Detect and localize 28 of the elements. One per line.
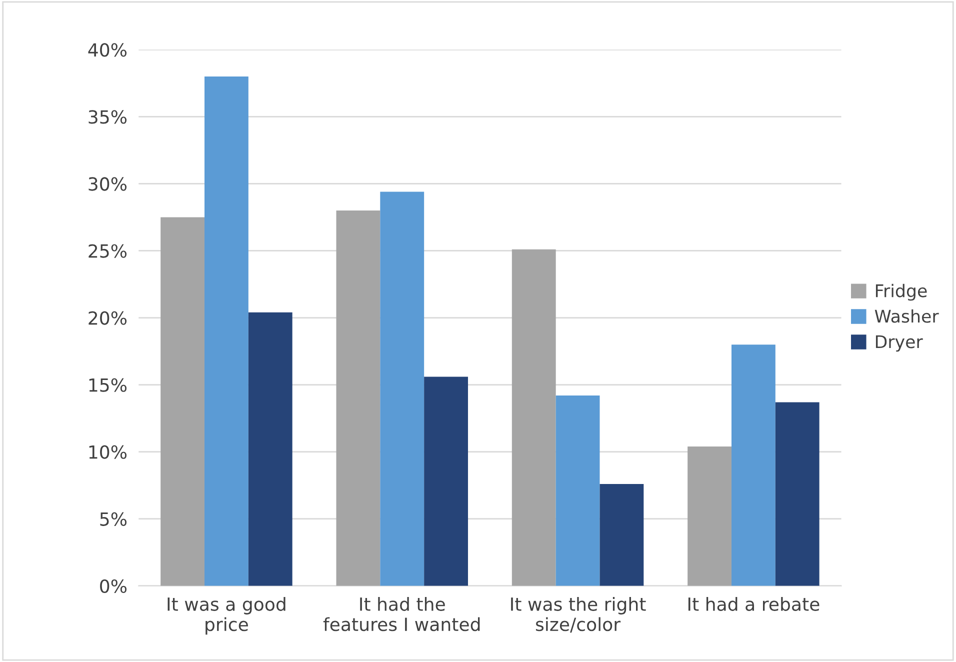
bar (731, 344, 776, 586)
y-tick-label: 25% (88, 244, 127, 258)
legend-label: Washer (874, 309, 939, 323)
y-tick-label: 30% (88, 177, 127, 191)
bar (424, 376, 468, 586)
bar (380, 192, 424, 586)
bar (336, 210, 380, 586)
y-tick-label: 35% (88, 110, 127, 124)
bar (688, 446, 732, 586)
y-tick-label: 15% (89, 378, 127, 392)
y-tick-label: 5% (100, 512, 127, 526)
y-tick-label: 10% (89, 445, 127, 459)
x-tick-label: It had the features I wanted (323, 596, 480, 632)
y-tick-label: 20% (88, 311, 127, 325)
bar (556, 396, 600, 586)
y-tick-label: 0% (100, 579, 127, 593)
y-tick-label: 40% (88, 43, 127, 57)
bar (775, 402, 820, 586)
bar (204, 76, 248, 586)
x-tick-label: It had a rebate (688, 596, 820, 611)
legend-label: Fridge (876, 284, 927, 301)
bar (600, 484, 644, 586)
bar (512, 249, 556, 586)
bar (160, 217, 204, 586)
bar (248, 312, 292, 586)
x-tick-label: It was the right size/color (511, 596, 646, 633)
x-tick-label: It was a good price (168, 596, 286, 635)
legend-label: Dryer (876, 335, 923, 352)
